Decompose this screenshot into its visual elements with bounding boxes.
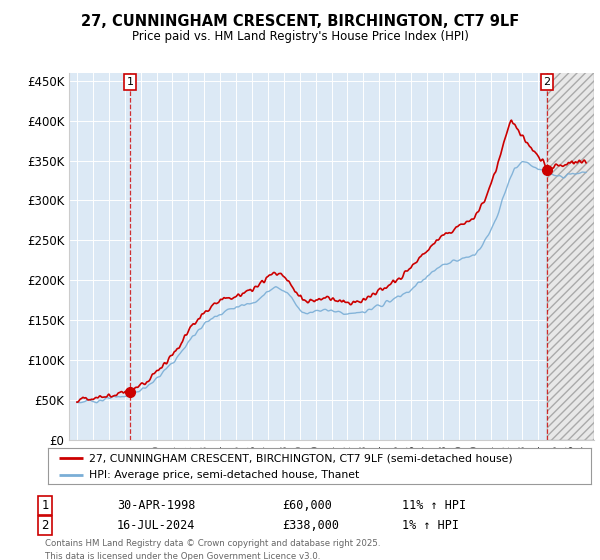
Text: 27, CUNNINGHAM CRESCENT, BIRCHINGTON, CT7 9LF: 27, CUNNINGHAM CRESCENT, BIRCHINGTON, CT… bbox=[81, 14, 519, 29]
Text: 2: 2 bbox=[41, 519, 49, 532]
Text: 27, CUNNINGHAM CRESCENT, BIRCHINGTON, CT7 9LF (semi-detached house): 27, CUNNINGHAM CRESCENT, BIRCHINGTON, CT… bbox=[89, 453, 512, 463]
Text: HPI: Average price, semi-detached house, Thanet: HPI: Average price, semi-detached house,… bbox=[89, 470, 359, 480]
Text: 2: 2 bbox=[544, 77, 550, 87]
Text: 1: 1 bbox=[127, 77, 133, 87]
Text: Price paid vs. HM Land Registry's House Price Index (HPI): Price paid vs. HM Land Registry's House … bbox=[131, 30, 469, 44]
Text: 30-APR-1998: 30-APR-1998 bbox=[117, 498, 196, 512]
Text: 1: 1 bbox=[41, 498, 49, 512]
Text: 16-JUL-2024: 16-JUL-2024 bbox=[117, 519, 196, 532]
Text: 11% ↑ HPI: 11% ↑ HPI bbox=[402, 498, 466, 512]
Text: £60,000: £60,000 bbox=[282, 498, 332, 512]
Text: Contains HM Land Registry data © Crown copyright and database right 2025.
This d: Contains HM Land Registry data © Crown c… bbox=[45, 539, 380, 560]
Text: 1% ↑ HPI: 1% ↑ HPI bbox=[402, 519, 459, 532]
Text: £338,000: £338,000 bbox=[282, 519, 339, 532]
